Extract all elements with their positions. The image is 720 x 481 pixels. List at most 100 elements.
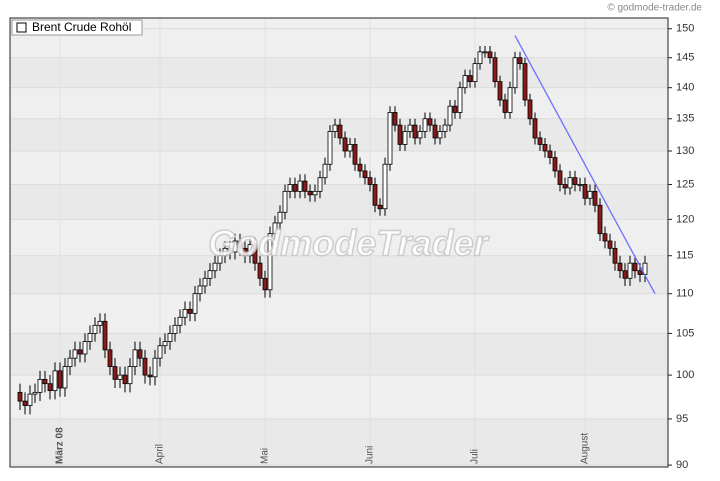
candle-body bbox=[492, 57, 498, 83]
candle-body bbox=[27, 393, 33, 406]
candle-body bbox=[132, 349, 138, 368]
y-tick-label: 150 bbox=[676, 23, 694, 35]
candle-body bbox=[507, 87, 513, 113]
candle-body bbox=[342, 137, 348, 152]
candle-body bbox=[252, 244, 258, 264]
candle-body bbox=[472, 63, 478, 83]
candle-body bbox=[412, 124, 418, 139]
grid-band bbox=[10, 255, 668, 294]
candle-body bbox=[542, 144, 548, 152]
candle-body bbox=[347, 144, 353, 152]
candle-body bbox=[532, 118, 538, 139]
y-tick-label: 125 bbox=[676, 178, 694, 190]
candle-body bbox=[97, 320, 103, 326]
candle-body bbox=[432, 124, 438, 139]
candle-body bbox=[177, 316, 183, 326]
candle-body bbox=[222, 247, 228, 257]
grid-band bbox=[10, 57, 668, 88]
candle-body bbox=[217, 255, 223, 264]
candle-body bbox=[142, 357, 148, 376]
candle-body bbox=[247, 244, 253, 257]
candle-body bbox=[617, 262, 623, 272]
candle-body bbox=[417, 131, 423, 139]
y-tick-label: 90 bbox=[676, 459, 688, 471]
trendline bbox=[514, 35, 656, 294]
candle-body bbox=[367, 177, 373, 185]
x-tick-label: Juli bbox=[470, 449, 481, 464]
legend bbox=[11, 19, 143, 36]
candle-body bbox=[397, 124, 403, 145]
candle-body bbox=[537, 137, 543, 145]
candle-body bbox=[452, 105, 458, 113]
candle-body bbox=[487, 51, 493, 59]
candle-body bbox=[122, 374, 128, 385]
candle-body bbox=[607, 240, 613, 249]
candle-body bbox=[612, 247, 618, 264]
candle-body bbox=[112, 366, 118, 380]
candle-body bbox=[212, 262, 218, 272]
candle-body bbox=[67, 357, 73, 368]
candle-body bbox=[82, 341, 88, 355]
candle-body bbox=[282, 190, 288, 213]
y-tick-label: 115 bbox=[676, 250, 694, 262]
plot-area bbox=[10, 18, 668, 467]
candle-body bbox=[402, 131, 408, 145]
candle-body bbox=[107, 349, 113, 368]
candle-body bbox=[552, 157, 558, 172]
candle-body bbox=[32, 391, 38, 395]
candle-body bbox=[422, 118, 428, 132]
grid-band bbox=[10, 184, 668, 220]
candle-body bbox=[467, 75, 473, 83]
candle-body bbox=[497, 81, 503, 101]
candle-body bbox=[637, 270, 643, 275]
x-tick-label: April bbox=[155, 444, 166, 464]
candle-body bbox=[162, 341, 168, 347]
candle-body bbox=[297, 180, 303, 192]
copyright: © godmode-trader.de bbox=[607, 3, 702, 14]
candle-body bbox=[117, 374, 123, 380]
candle-body bbox=[302, 180, 308, 192]
y-tick-label: 135 bbox=[676, 113, 694, 125]
candle-body bbox=[102, 320, 108, 351]
candle-body bbox=[267, 233, 273, 291]
legend-label: Brent Crude Rohöl bbox=[32, 20, 131, 34]
candle-body bbox=[447, 105, 453, 126]
candle-body bbox=[522, 63, 528, 101]
candle-body bbox=[277, 211, 283, 224]
watermark: GodmodeTrader bbox=[208, 223, 489, 264]
candle-body bbox=[17, 391, 23, 402]
candle-body bbox=[382, 163, 388, 210]
candle-body bbox=[242, 247, 248, 257]
candle-body bbox=[377, 204, 383, 210]
x-tick-label: März 08 bbox=[55, 427, 66, 464]
candle-body bbox=[272, 222, 278, 235]
x-tick-label: Mai bbox=[260, 448, 271, 464]
grid-band bbox=[10, 418, 668, 466]
candle-body bbox=[52, 370, 58, 392]
candle-body bbox=[322, 163, 328, 179]
candle-body bbox=[147, 374, 153, 378]
candle-body bbox=[312, 190, 318, 196]
candle-body bbox=[92, 324, 98, 334]
candle-body bbox=[137, 349, 143, 359]
candle-body bbox=[577, 184, 583, 186]
candle-body bbox=[77, 349, 83, 355]
candle-body bbox=[57, 370, 63, 389]
legend-swatch bbox=[16, 22, 27, 33]
x-tick-label: August bbox=[580, 433, 591, 464]
candle-body bbox=[627, 262, 633, 279]
y-tick-label: 95 bbox=[676, 413, 688, 425]
candle-body bbox=[227, 247, 233, 253]
candle-body bbox=[362, 170, 368, 179]
candle-body bbox=[317, 177, 323, 192]
candle-body bbox=[307, 190, 313, 196]
candle-body bbox=[47, 383, 53, 392]
candle-body bbox=[517, 57, 523, 65]
candle-body bbox=[232, 240, 238, 253]
candle-body bbox=[597, 204, 603, 235]
candle-body bbox=[332, 124, 338, 132]
candle-body bbox=[387, 112, 393, 165]
y-tick-label: 105 bbox=[676, 327, 694, 339]
y-tick-label: 130 bbox=[676, 145, 694, 157]
